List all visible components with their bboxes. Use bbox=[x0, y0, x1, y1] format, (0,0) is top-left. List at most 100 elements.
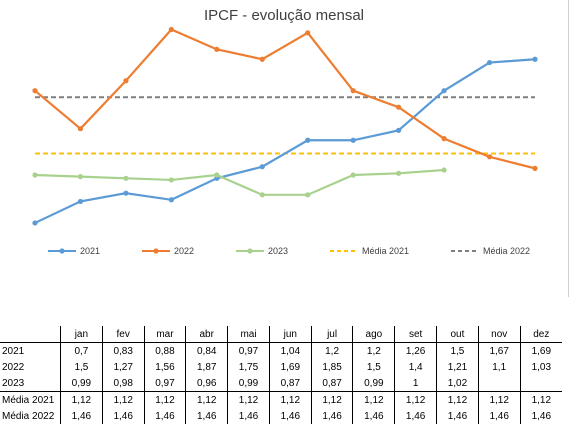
table-cell: 1,12 bbox=[227, 391, 270, 408]
table-cell: 1,46 bbox=[310, 408, 353, 424]
data-point-2023-mar bbox=[123, 175, 129, 181]
table-cell: 1,4 bbox=[394, 359, 437, 375]
chart-title: IPCF - evolução mensal bbox=[204, 7, 364, 24]
table-cell: 1,12 bbox=[143, 391, 186, 408]
table-cell: 1,87 bbox=[185, 359, 228, 375]
legend-label-2021: 2021 bbox=[80, 246, 100, 256]
table-cell: 0,98 bbox=[101, 375, 145, 392]
table-row-label: 2023 bbox=[2, 377, 25, 389]
data-point-2023-abr bbox=[168, 177, 174, 183]
line-chart: IPCF - evolução mensal 2021 2022 2023 Média… bbox=[32, 7, 538, 256]
data-point-2023-fev bbox=[77, 174, 84, 180]
table-cell: 1,12 bbox=[519, 391, 562, 408]
table-cell: 0,88 bbox=[143, 342, 186, 359]
table-cell: 1,12 bbox=[436, 391, 479, 408]
data-point-2023-jul bbox=[305, 192, 311, 198]
legend-label-2023: 2023 bbox=[268, 246, 288, 256]
table-row: Média 2022 1,46 1,46 1,46 1,46 1,46 1,46 1,46 1,… bbox=[0, 408, 562, 424]
table-cell: 1,46 bbox=[436, 408, 479, 424]
data-point-2022-jun bbox=[259, 56, 265, 62]
table-header-dez: dez bbox=[519, 326, 562, 343]
legend-label-m-dia-2022: Média 2022 bbox=[483, 246, 530, 256]
data-table: jan fev mar abr mai jun jul ago set out nov dez 202… bbox=[0, 326, 562, 424]
table-header-mar: mar bbox=[143, 326, 186, 343]
series-line-2022 bbox=[34, 28, 536, 170]
table-cell: 0,87 bbox=[310, 375, 353, 392]
table-cell: 1,56 bbox=[143, 359, 186, 375]
data-point-2022-ago bbox=[350, 88, 356, 94]
data-point-2021-mar bbox=[123, 190, 129, 196]
table-cell: 1,85 bbox=[310, 359, 353, 375]
data-point-2022-mar bbox=[123, 78, 129, 84]
table-cell: 1 bbox=[394, 375, 437, 392]
data-point-2021-ago bbox=[350, 137, 356, 143]
table-header-out: out bbox=[436, 326, 479, 343]
table-body: 2021 0,7 0,83 0,88 0,84 0,97 1,04 1,2 1,2 1,26 1,5… bbox=[0, 342, 562, 424]
table-cell: 1,67 bbox=[477, 342, 521, 359]
data-point-2021-abr bbox=[168, 197, 174, 203]
data-point-2023-set bbox=[396, 170, 402, 176]
data-point-2022-mai bbox=[214, 46, 220, 52]
table-cell: 1,46 bbox=[268, 408, 312, 424]
data-point-2021-nov bbox=[486, 59, 493, 66]
table-cell: 0,87 bbox=[268, 375, 312, 392]
table-cell: 1,46 bbox=[519, 408, 562, 424]
data-table-wrap: jan fev mar abr mai jun jul ago set out nov dez 202… bbox=[0, 326, 569, 424]
table-cell: 1,12 bbox=[101, 391, 145, 408]
data-point-2023-out bbox=[441, 167, 447, 173]
table-cell: 0,99 bbox=[227, 375, 270, 392]
data-point-2021-fev bbox=[77, 198, 84, 205]
table-cell: 1,46 bbox=[143, 408, 186, 424]
table-cell: 1,5 bbox=[352, 359, 395, 375]
table-cell: 0,96 bbox=[185, 375, 228, 392]
data-point-2021-set bbox=[396, 127, 402, 133]
legend-marker-2021 bbox=[59, 248, 65, 254]
table-header-set: set bbox=[394, 326, 437, 343]
table-cell: 1,46 bbox=[352, 408, 395, 424]
table-cell: 1,12 bbox=[477, 391, 521, 408]
table-cell: 0,97 bbox=[227, 342, 270, 359]
data-point-2021-jul bbox=[305, 137, 311, 143]
chart-area: IPCF - evolução mensal 2021 2022 2023 Média… bbox=[32, 0, 569, 297]
table-cell: 1,02 bbox=[436, 375, 479, 392]
table-cell: 1,5 bbox=[436, 342, 479, 359]
table-cell: 1,46 bbox=[185, 408, 228, 424]
legend-item-2023: 2023 bbox=[236, 246, 288, 256]
table-cell: 1,12 bbox=[394, 391, 437, 408]
table-row-label: Média 2022 bbox=[2, 410, 55, 422]
data-point-2022-abr bbox=[168, 26, 174, 33]
series-2022 bbox=[32, 26, 538, 171]
table-header-jul: jul bbox=[310, 326, 353, 343]
data-point-2021-jan bbox=[32, 220, 38, 226]
table-cell: 1,12 bbox=[268, 391, 312, 408]
data-point-2022-dez bbox=[532, 165, 538, 171]
table-cell: 0,99 bbox=[352, 375, 395, 392]
table-header-abr: abr bbox=[185, 326, 228, 343]
legend-label-m-dia-2021: Média 2021 bbox=[362, 246, 409, 256]
data-point-2022-jul bbox=[305, 30, 311, 36]
table-header-jun: jun bbox=[268, 326, 312, 343]
table-header-fev: fev bbox=[101, 326, 145, 343]
table-cell: 1,26 bbox=[394, 342, 437, 359]
legend-item-2021: 2021 bbox=[48, 246, 100, 256]
table-cell: 1,69 bbox=[519, 342, 562, 359]
data-point-2023-ago bbox=[350, 172, 356, 178]
legend-item-m-dia-2021: Média 2021 bbox=[330, 246, 409, 256]
table-cell: 1,03 bbox=[519, 359, 562, 375]
table-header-nov: nov bbox=[477, 326, 521, 343]
table-row: 2023 0,99 0,98 0,97 0,96 0,99 0,87 0,87 0,99 1 1,0… bbox=[0, 375, 562, 392]
table-cell: 1,46 bbox=[60, 408, 103, 424]
table-cell: 0,99 bbox=[60, 375, 103, 392]
data-point-2022-set bbox=[396, 104, 402, 110]
table-cell: 1,69 bbox=[268, 359, 312, 375]
data-point-2022-out bbox=[441, 136, 447, 142]
table-row: 2022 1,5 1,27 1,56 1,87 1,75 1,69 1,85 1,5 1,4 1,2… bbox=[0, 359, 562, 375]
legend-item-m-dia-2022: Média 2022 bbox=[451, 246, 530, 256]
table-cell: 1,27 bbox=[101, 359, 145, 375]
data-point-2022-fev bbox=[77, 126, 84, 132]
table-cell: 1,46 bbox=[227, 408, 270, 424]
table-cell: 1,46 bbox=[101, 408, 145, 424]
table-row-label: Média 2021 bbox=[0, 391, 61, 408]
table-cell: 1,21 bbox=[436, 359, 479, 375]
table-cell: 1,12 bbox=[310, 391, 353, 408]
